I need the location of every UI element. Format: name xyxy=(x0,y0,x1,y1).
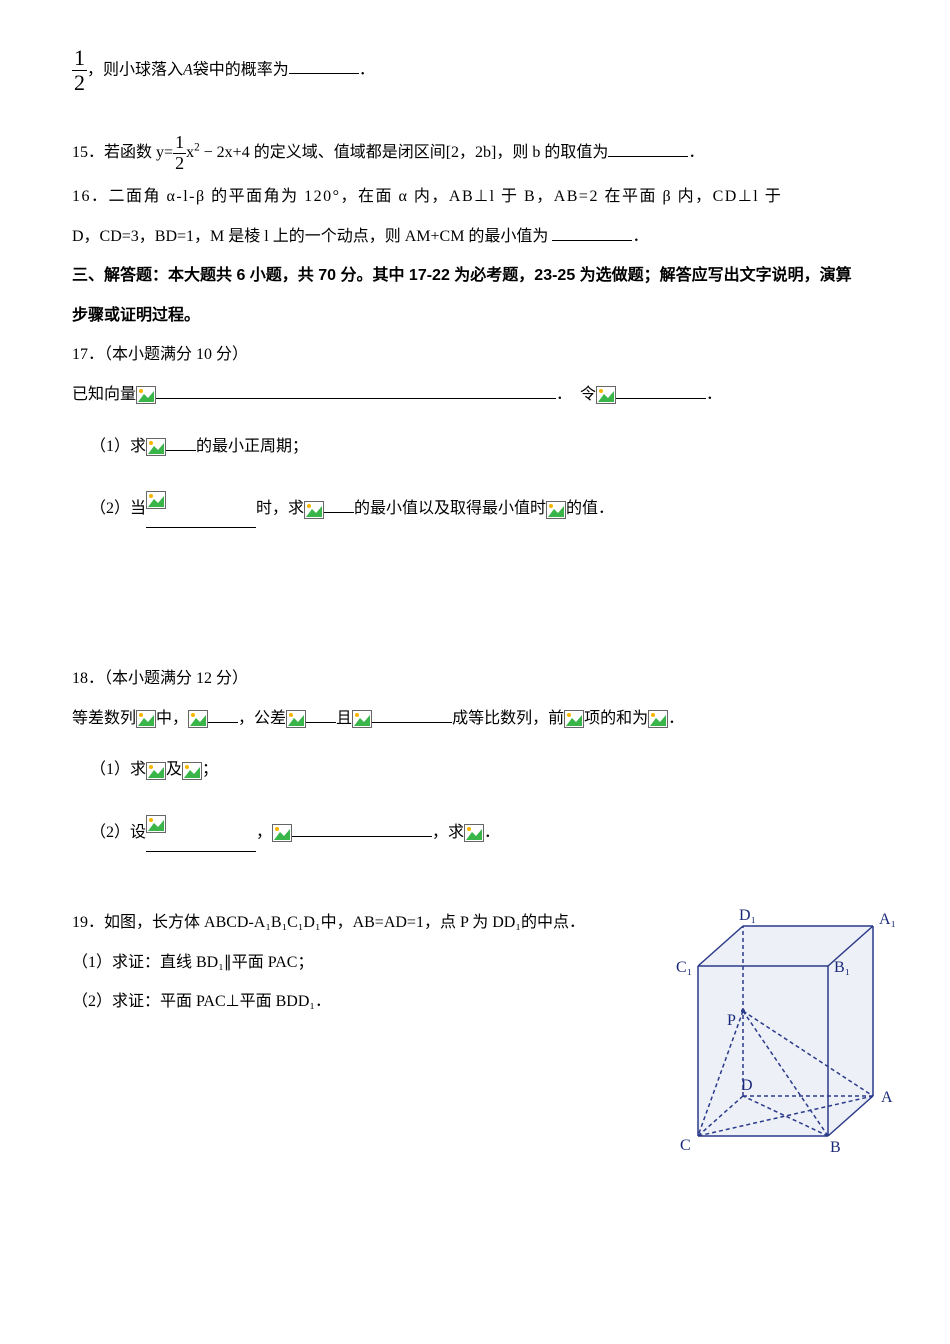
expression-blank xyxy=(292,820,432,837)
q18-line: 等差数列中，，公差且成等比数列，前项的和为． xyxy=(72,702,878,736)
broken-image-icon xyxy=(136,710,156,728)
broken-image-icon xyxy=(272,824,292,842)
q17-known: 已知向量． 令． xyxy=(72,378,878,412)
q17-sub1: （1）求的最小正周期； xyxy=(72,430,878,464)
svg-text:P: P xyxy=(727,1012,736,1029)
expression-blank xyxy=(616,382,706,399)
broken-image-icon xyxy=(596,386,616,404)
q18-header: 18．（本小题满分 12 分） xyxy=(72,662,878,696)
svg-text:C: C xyxy=(680,1137,691,1154)
broken-image-icon xyxy=(136,386,156,404)
section-3-header-line2: 步骤或证明过程。 xyxy=(72,299,878,333)
q16-line2: D，CD=3，BD=1，M 是棱 l 上的一个动点，则 AM+CM 的最小值为 … xyxy=(72,220,878,254)
expression-blank xyxy=(146,835,256,852)
expression-blank xyxy=(166,434,196,451)
q15: 15．若函数 y=12x2 − 2x+4 的定义域、值域都是闭区间[2，2b]，… xyxy=(72,133,878,174)
q16-line1: 16．二面角 α‑l‑β 的平面角为 120°，在面 α 内，AB⊥l 于 B，… xyxy=(72,180,878,214)
broken-image-icon xyxy=(286,710,306,728)
q19-line1: 19．如图，长方体 ABCD‑A₁B₁C₁D₁中，AB=AD=1，点 P 为 D… xyxy=(72,906,592,940)
q19-sub2: （2）求证：平面 PAC⊥平面 BDD₁． xyxy=(72,985,592,1019)
svg-text:A₁: A₁ xyxy=(879,911,896,928)
broken-image-icon xyxy=(146,438,166,456)
expression-blank xyxy=(146,511,256,528)
broken-image-icon xyxy=(304,501,324,519)
svg-text:B: B xyxy=(830,1139,841,1156)
q17-sub2: （2）当时，求的最小值以及取得最小值时的值． xyxy=(72,491,878,528)
svg-text:C₁: C₁ xyxy=(676,959,692,976)
expression-blank xyxy=(306,706,336,723)
q15-formula: y=12x2 − 2x+4 xyxy=(156,144,254,161)
broken-image-icon xyxy=(146,491,166,509)
broken-image-icon xyxy=(564,710,584,728)
svg-text:B₁: B₁ xyxy=(834,959,850,976)
broken-image-icon xyxy=(464,824,484,842)
expression-blank xyxy=(156,382,556,399)
answer-blank xyxy=(289,57,359,74)
section-3-header-line1: 三、解答题：本大题共 6 小题，共 70 分。其中 17-22 为必考题，23-… xyxy=(72,259,878,293)
q18-sub2: （2）设，，求． xyxy=(72,815,878,852)
cuboid-figure: D₁ A₁ C₁ B₁ D A C B P xyxy=(658,896,908,1166)
broken-image-icon xyxy=(182,762,202,780)
broken-image-icon xyxy=(352,710,372,728)
broken-image-icon xyxy=(146,762,166,780)
expression-blank xyxy=(372,706,452,723)
expression-blank xyxy=(324,496,354,513)
svg-text:D: D xyxy=(741,1077,753,1094)
answer-blank xyxy=(552,224,632,241)
answer-blank xyxy=(608,140,688,157)
q18-sub1: （1）求及； xyxy=(72,753,878,787)
expression-blank xyxy=(208,706,238,723)
broken-image-icon xyxy=(648,710,668,728)
broken-image-icon xyxy=(146,815,166,833)
q17-header: 17．（本小题满分 10 分） xyxy=(72,338,878,372)
q19: 19．如图，长方体 ABCD‑A₁B₁C₁D₁中，AB=AD=1，点 P 为 D… xyxy=(72,906,878,1019)
q14-continuation: 1 2 ，则小球落入A袋中的概率为． xyxy=(72,46,878,95)
q19-sub1: （1）求证：直线 BD₁∥平面 PAC； xyxy=(72,946,592,980)
fraction-one-half: 1 2 xyxy=(72,46,87,95)
broken-image-icon xyxy=(188,710,208,728)
svg-text:A: A xyxy=(881,1089,893,1106)
svg-text:D₁: D₁ xyxy=(739,907,756,924)
broken-image-icon xyxy=(546,501,566,519)
